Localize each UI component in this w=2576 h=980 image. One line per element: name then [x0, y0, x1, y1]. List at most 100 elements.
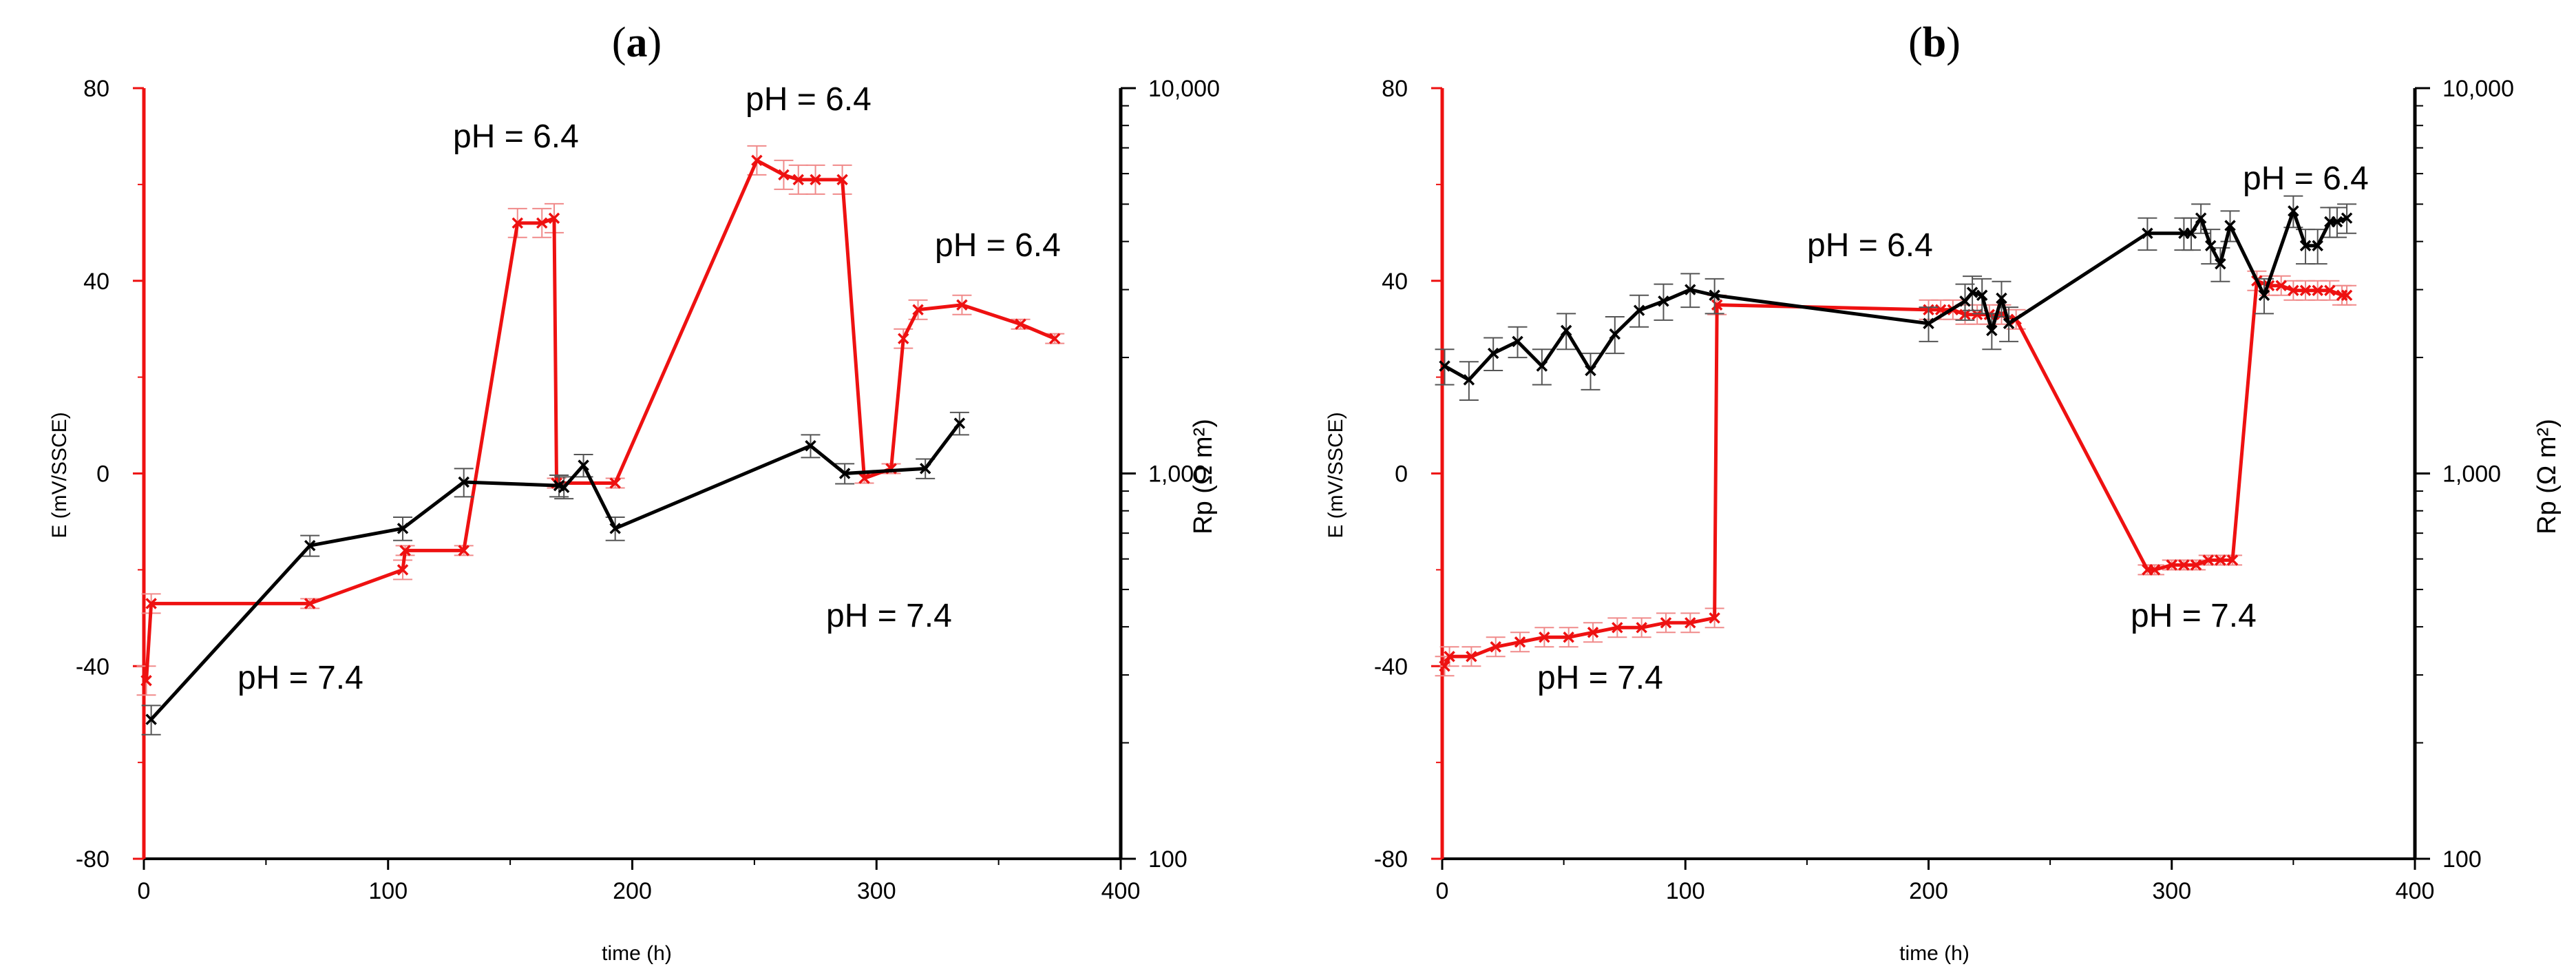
panel-b-ytick-right-label: 1,000 — [2442, 461, 2501, 488]
panel-b-ytick-right-label: 10,000 — [2442, 76, 2514, 102]
panel-a-annotation-ph64-2: pH = 6.4 — [746, 81, 872, 118]
panel-a-E-point — [609, 477, 621, 489]
panel-b-E-point — [1685, 617, 1696, 629]
panel-b-Rp-point — [2299, 240, 2312, 252]
panel-b-Rp-point — [1585, 364, 1596, 377]
panel-b-xlabel: time (h) — [1899, 942, 1970, 965]
panel-a-E-point — [304, 598, 316, 609]
panel-a-series — [136, 145, 1065, 736]
panel-b-axes: 0 100 200 300 400 -80 -40 0 40 80 100 1,000 10,000 — [1374, 76, 2514, 904]
panel-a-E-point — [397, 564, 409, 576]
panel-b-Rp-point — [1463, 374, 1475, 386]
panel-a-xtick-label: 300 — [857, 878, 896, 904]
panel-a-xtick-label: 200 — [613, 878, 652, 904]
panel-a-annotation-ph64-1: pH = 6.4 — [453, 118, 579, 155]
panel-a-ytick-left-label: -40 — [76, 654, 109, 680]
panel-b-Rp-point — [1487, 347, 1499, 359]
panel-b-E-point — [2215, 554, 2226, 566]
panel-b-E-point — [1711, 299, 1723, 311]
panel-b-ylabel-left: E (mV/SSCE) — [1324, 412, 1347, 538]
panel-a-E-point — [792, 174, 804, 186]
panel-b-ylabel-right: Rp (Ω m²) — [2533, 419, 2562, 534]
panel-a-E-point — [956, 299, 968, 311]
panel-a-ytick-right-label: 10,000 — [1148, 76, 1220, 102]
panel-a-E-point — [912, 304, 924, 315]
panel-b-E-point — [2341, 289, 2353, 301]
panel-b-Rp-point — [1685, 284, 1696, 295]
panel-b-ytick-left-label: 0 — [1395, 461, 1408, 488]
panel-b-xtick-label: 0 — [1436, 878, 1449, 904]
panel-a-E-point — [858, 472, 870, 484]
panel-b-E-point — [2275, 280, 2287, 291]
panel-b-xtick-label: 400 — [2396, 878, 2435, 904]
panel-b-E-point — [1444, 651, 1455, 663]
panel-b-E-point — [1612, 622, 1623, 634]
panel-a-Rp-point — [919, 463, 931, 475]
panel-a-E-point — [145, 598, 157, 609]
panel-a-E-point — [140, 674, 152, 687]
panel-a-xtick-label: 400 — [1101, 878, 1141, 904]
panel-b-E-point — [1563, 632, 1574, 643]
panel-a-axes: 0 100 200 300 400 -80 -40 0 40 80 100 1,000 10,000 — [76, 76, 1220, 904]
panel-a-ytick-right-label: 100 — [1148, 846, 1187, 873]
panel-a-ytick-right-label: 1,000 — [1148, 461, 1207, 488]
panel-a-xtick-label: 0 — [138, 878, 151, 904]
panel-b-xtick-label: 200 — [1909, 878, 1948, 904]
panel-b-Rp-point — [1986, 324, 1998, 337]
panel-b-ytick-left-label: -80 — [1374, 846, 1408, 873]
panel-a-annotation-ph74-2: pH = 7.4 — [826, 598, 952, 634]
panel-a-E-point — [548, 212, 560, 225]
panel-b-Rp-point — [1923, 317, 1934, 329]
panel-a-Rp-line — [149, 422, 961, 721]
panel-a-Rp-point — [458, 476, 469, 488]
panel-a-E-point — [536, 217, 548, 229]
panel-b-E-point — [2299, 284, 2312, 296]
panel-a-ytick-left-label: -80 — [76, 846, 109, 873]
panel-b-E-point — [2202, 554, 2214, 566]
panel-a: (a) 0 100 200 300 400 -80 -40 0 40 80 100 1,000 10,0… — [48, 19, 1220, 965]
panel-a-xtick-label: 100 — [368, 878, 408, 904]
panel-b-Rp-point — [1536, 360, 1548, 372]
panel-b-Rp-point — [2288, 205, 2299, 217]
panel-a-annotation-ph64-3: pH = 6.4 — [935, 227, 1061, 264]
panel-a-annotation-ph74-1: pH = 7.4 — [237, 660, 363, 696]
panel-b-Rp-point — [1609, 328, 1621, 340]
panel-a-E-point — [1048, 333, 1061, 344]
panel-a-E-point — [898, 333, 909, 344]
panel-a-E-point — [458, 545, 469, 556]
panel-a-Rp-point — [609, 523, 621, 534]
panel-b-Rp-point — [2215, 258, 2226, 270]
panel-b-E-point — [2324, 284, 2336, 296]
panel-b-E-point — [2178, 559, 2190, 571]
panel-a-Rp-point — [397, 523, 409, 534]
panel-a-title: (a) — [612, 19, 662, 66]
panel-b-Rp-point — [1560, 324, 1572, 337]
panel-b-Rp-point — [2003, 317, 2015, 329]
panel-b-Rp-point — [2205, 240, 2217, 252]
panel-b-E-point — [2312, 284, 2323, 296]
panel-b-xtick-label: 300 — [2152, 878, 2191, 904]
panel-b-E-point — [1587, 627, 1599, 638]
panel-b-E-point — [1971, 309, 1983, 320]
panel-a-E-point — [399, 545, 411, 556]
panel-b-E-point — [2149, 564, 2161, 576]
panel-b-Rp-point — [2195, 212, 2207, 224]
panel-a-E-point — [836, 174, 848, 186]
panel-b-Rp-point — [1966, 286, 1978, 298]
panel-b-series — [1435, 195, 2357, 677]
panel-a-ytick-left-label: 80 — [83, 76, 109, 102]
panel-b-Rp-point — [1709, 289, 1720, 302]
panel-b-E-point — [2166, 559, 2177, 571]
panel-a-E-point — [1015, 318, 1026, 330]
panel-b-Rp-point — [2142, 227, 2153, 240]
panel-b-annotation-ph64-1: pH = 6.4 — [1807, 227, 1933, 264]
panel-b-Rp-point — [1633, 304, 1645, 316]
panel-a-Rp-point — [838, 468, 851, 479]
panel-b-annotation-ph74-1: pH = 7.4 — [1537, 660, 1663, 696]
panel-b-Rp-point — [2341, 212, 2353, 224]
panel-b-Rp-point — [1512, 335, 1523, 348]
panel-b-Rp-point — [1976, 289, 1988, 302]
panel-b-Rp-point — [1439, 360, 1450, 372]
panel-b-Rp-point — [1658, 295, 1669, 307]
